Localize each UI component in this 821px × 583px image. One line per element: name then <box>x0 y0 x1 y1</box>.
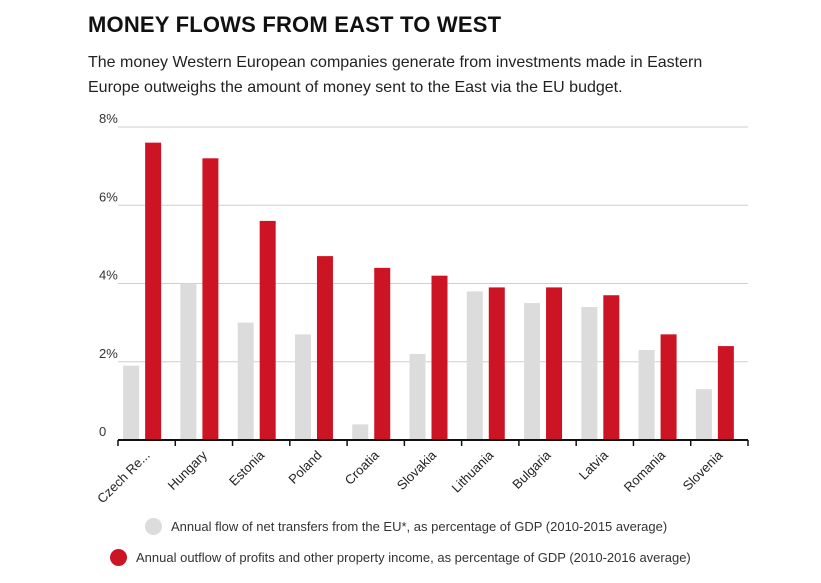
bar-profit-outflow <box>660 334 677 440</box>
x-tick-label: Slovakia <box>394 447 440 493</box>
x-tick-label: Czech Re... <box>94 448 153 507</box>
bar-profit-outflow <box>488 287 505 440</box>
y-tick-label: 8% <box>99 111 118 126</box>
bar-eu-transfers <box>695 389 712 440</box>
x-tick-label: Hungary <box>165 447 211 493</box>
bar-eu-transfers <box>294 334 311 440</box>
x-tick-label: Slovenia <box>680 447 726 493</box>
y-tick-label: 0 <box>99 424 106 439</box>
bar-eu-transfers <box>466 291 483 440</box>
bar-eu-transfers <box>409 353 426 440</box>
bar-profit-outflow <box>145 142 162 440</box>
bar-eu-transfers <box>352 424 369 440</box>
bar-eu-transfers <box>524 303 541 440</box>
bar-profit-outflow <box>603 295 620 440</box>
bar-profit-outflow <box>259 220 276 440</box>
bar-profit-outflow <box>431 275 448 440</box>
x-tick-label: Bulgaria <box>509 447 554 492</box>
y-tick-label: 4% <box>99 268 118 283</box>
x-tick-label: Estonia <box>226 447 268 489</box>
chart-title: MONEY FLOWS FROM EAST TO WEST <box>88 12 502 37</box>
y-tick-label: 6% <box>99 189 118 204</box>
bar-profit-outflow <box>316 256 333 440</box>
bar-eu-transfers <box>123 365 140 440</box>
x-tick-label: Croatia <box>342 447 383 488</box>
y-tick-label: 2% <box>99 346 118 361</box>
bar-profit-outflow <box>546 287 563 440</box>
bar-profit-outflow <box>374 267 391 440</box>
chart-subtitle: The money Western European companies gen… <box>88 54 703 96</box>
bar-profit-outflow <box>202 158 219 441</box>
x-tick-label: Romania <box>621 447 669 495</box>
bar-eu-transfers <box>638 350 655 440</box>
x-tick-label: Poland <box>285 448 324 487</box>
bar-profit-outflow <box>717 346 734 440</box>
x-tick-label: Latvia <box>576 447 612 483</box>
bar-eu-transfers <box>180 283 197 440</box>
bar-eu-transfers <box>581 306 598 440</box>
x-tick-label: Lithuania <box>448 447 496 495</box>
bar-eu-transfers <box>237 322 254 440</box>
